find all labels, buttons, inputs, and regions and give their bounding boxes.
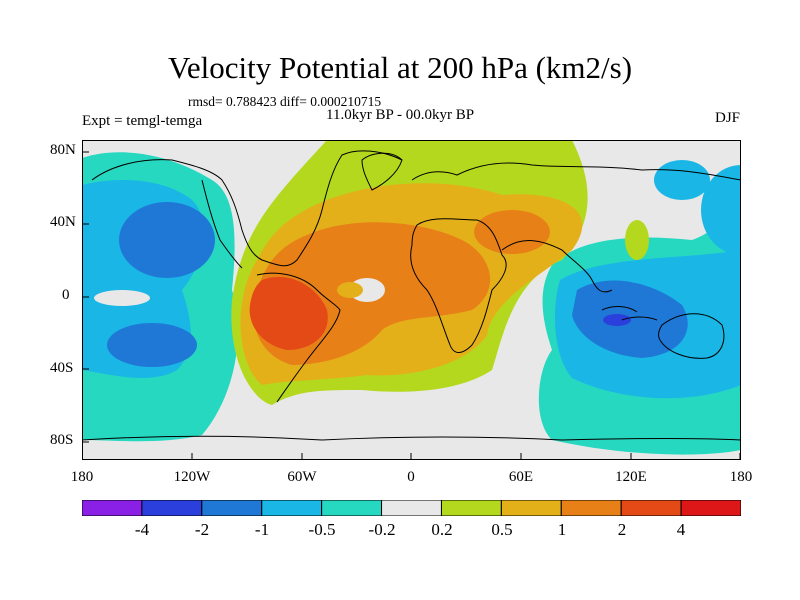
colorbar-label: -4 (134, 520, 150, 539)
velocity-potential-map (82, 140, 741, 460)
lon-label-0: 0 (407, 469, 415, 485)
lon-label-180w: 180 (70, 469, 94, 485)
colorbar-label: -0.5 (308, 520, 336, 539)
stats-label: rmsd= 0.788423 diff= 0.000210715 (188, 94, 382, 109)
colorbar-label: 4 (676, 520, 686, 539)
colorbar-label: -1 (254, 520, 270, 539)
coastlines (82, 150, 741, 441)
lon-label-120e: 120E (615, 469, 647, 485)
colorbar-label: -2 (194, 520, 210, 539)
colorbar-label: 0.2 (431, 520, 453, 539)
colorbar-swatch (440, 500, 502, 516)
lon-label-60e: 60E (508, 469, 534, 485)
lat-label-80s: 80S (50, 432, 74, 448)
period-label: 11.0kyr BP - 00.0kyr BP (326, 107, 475, 123)
positive-lobe (231, 140, 588, 405)
colorbar-label: -0.2 (368, 520, 396, 539)
lon-label-180e: 180 (729, 469, 753, 485)
lon-label-120w: 120W (173, 469, 211, 485)
lat-label-40n: 40N (50, 214, 76, 230)
colorbar-swatch (381, 500, 442, 516)
lat-label-80n: 80N (50, 142, 76, 158)
colorbar-swatch (560, 500, 622, 516)
colorbar-swatch (82, 500, 143, 516)
page-title: Velocity Potential at 200 hPa (km2/s) (167, 50, 633, 85)
colorbar-swatch (680, 500, 741, 516)
colorbar-swatch (201, 500, 263, 516)
season-label: DJF (714, 110, 740, 126)
pacific-negative-lobe (82, 152, 238, 442)
lat-label-40s: 40S (50, 360, 74, 376)
colorbar-label: 0.5 (491, 520, 513, 539)
colorbar-swatch (321, 500, 383, 516)
lon-label-60w: 60W (287, 469, 317, 485)
lat-label-0: 0 (62, 287, 70, 303)
colorbar-label: 1 (557, 520, 567, 539)
axis-ticks (82, 151, 741, 460)
colorbar-label: 2 (617, 520, 627, 539)
colorbar (82, 500, 741, 516)
colorbar-swatch (141, 500, 203, 516)
colorbar-swatch (620, 500, 682, 516)
indopacific-negative-lobe (538, 160, 741, 455)
colorbar-swatch (261, 500, 323, 516)
colorbar-swatch (500, 500, 562, 516)
experiment-label: Expt = temgl-temga (82, 113, 203, 129)
